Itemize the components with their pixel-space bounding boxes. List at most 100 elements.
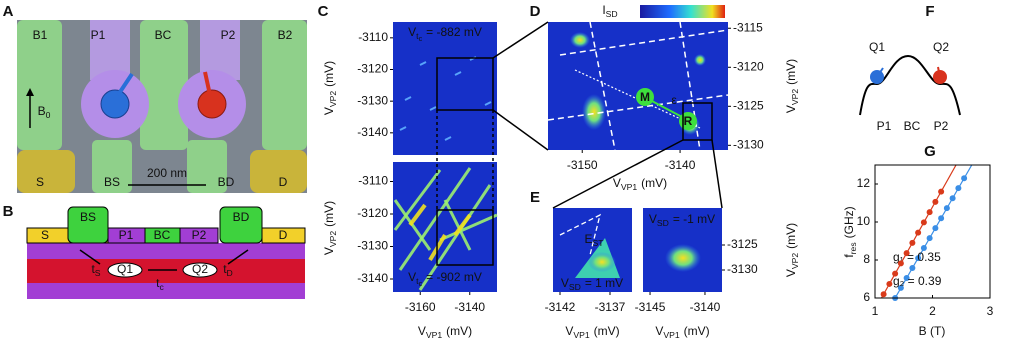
annotation: VSD = 1 mV [561, 276, 623, 292]
colormap-feature [439, 213, 498, 242]
annotation-symbol: V [649, 212, 657, 226]
colormap-feature [398, 167, 472, 271]
panel-label: F [925, 3, 934, 20]
y-tick-label: -3115 [733, 20, 763, 34]
x-axis-label-symbol: V [613, 176, 621, 190]
panel-label: A [3, 3, 14, 20]
field-label-sub: 0 [46, 110, 51, 120]
point [926, 209, 933, 216]
field-label-symbol: B [38, 104, 46, 118]
colormap-feature [443, 199, 472, 251]
point [938, 188, 945, 195]
x-tick-label: -3150 [567, 158, 598, 172]
annotation: VSD = -1 mV [649, 212, 715, 228]
dot [182, 262, 218, 278]
colormap-feature [484, 101, 492, 106]
y-tick-label: -3110 [358, 174, 388, 188]
y-tick-label: 8 [863, 252, 870, 266]
x-tick-label: -3140 [690, 300, 721, 314]
x-axis-label-sub: VP1 [573, 330, 590, 340]
x-axis-label: VVP1 (mV) [613, 176, 667, 192]
accumulation-gate [187, 140, 227, 193]
colormap-feature [453, 213, 472, 237]
y-tick-label: -3120 [357, 62, 388, 76]
coupling-label: tD [223, 262, 233, 278]
colormap-feature [419, 61, 427, 66]
panel-label: D [530, 3, 541, 20]
y-axis-label-sub: VP2 [790, 253, 800, 270]
spin-arrow [937, 66, 941, 78]
x-axis-label: VVP1 (mV) [565, 324, 619, 340]
gate-label: S [41, 228, 49, 242]
gate-label: BC [154, 228, 171, 242]
x-axis-label-sub: VP1 [663, 330, 680, 340]
y-axis-label-sub: VP2 [328, 91, 338, 108]
colormap-feature [399, 126, 407, 131]
annotation-symbol: V [408, 25, 416, 39]
point-label: R [684, 114, 693, 128]
y-axis-label-sub: res [848, 242, 858, 254]
point [915, 255, 922, 262]
x-axis-label-text: (mV) [641, 176, 667, 190]
y-tick-label: -3140 [357, 271, 388, 285]
connector [552, 139, 684, 209]
point [932, 225, 939, 232]
y-axis-label-sub: VP2 [790, 89, 800, 106]
y-tick-label: -3110 [358, 30, 388, 44]
point [920, 245, 927, 252]
y-axis-label-text: (GHz) [842, 206, 856, 238]
detuning-arrow [649, 99, 685, 119]
ohmic-lead [250, 150, 307, 193]
annotation-sub: t [416, 31, 419, 41]
barrier-gate [262, 20, 307, 150]
plunger-gate [200, 20, 240, 80]
colorbar [640, 5, 725, 18]
x-tick-label: -3140 [454, 300, 485, 314]
spin-q1 [100, 89, 130, 119]
y-axis-label: fres (GHz) [842, 206, 858, 257]
coupling-label-sub: S [95, 268, 101, 278]
coupling-label-sub: D [227, 268, 233, 278]
gate-label: BS [80, 210, 96, 224]
point [932, 198, 939, 205]
x-tick-label: -3145 [635, 300, 666, 314]
barrier-gate [140, 20, 188, 150]
y-axis-label: VVP2 (mV) [784, 223, 800, 277]
point [897, 284, 904, 291]
y-tick-label: -3120 [733, 59, 764, 73]
gate-label: P1 [119, 228, 134, 242]
panel-label: B [3, 203, 14, 220]
point [886, 280, 893, 287]
point [915, 229, 922, 236]
energy-label-symbol: E [584, 232, 592, 246]
detuning-label: ε [671, 93, 677, 107]
y-tick-label: -3130 [357, 239, 388, 253]
x-axis-label-text: (mV) [684, 324, 710, 338]
colormap-feature [694, 54, 706, 66]
lead-label: D [279, 175, 288, 189]
zoom-box [436, 209, 494, 266]
spin-q2 [197, 89, 227, 119]
colormap-feature [393, 169, 442, 231]
gate-label: BD [233, 210, 250, 224]
gate-label: B1 [33, 28, 48, 42]
point [943, 205, 950, 212]
dot-label: Q2 [192, 262, 208, 276]
colormap-feature [454, 71, 462, 76]
dot-label: Q2 [933, 40, 949, 54]
x-tick-label: -3142 [545, 300, 576, 314]
x-axis-label-symbol: V [565, 324, 573, 338]
annotation: Vtc = -902 mV [408, 270, 482, 288]
point [949, 195, 956, 202]
zoom-box [682, 102, 713, 141]
point [938, 215, 945, 222]
accumulation-gate [92, 140, 132, 193]
annotation-sub: SD [569, 282, 581, 292]
transition-line [589, 21, 616, 151]
lead-label: BD [218, 175, 235, 189]
annotation-sub: c [419, 34, 423, 43]
colorbar-label-symbol: I [602, 3, 605, 17]
dot-label: Q1 [869, 40, 885, 54]
transition-line [559, 29, 729, 56]
